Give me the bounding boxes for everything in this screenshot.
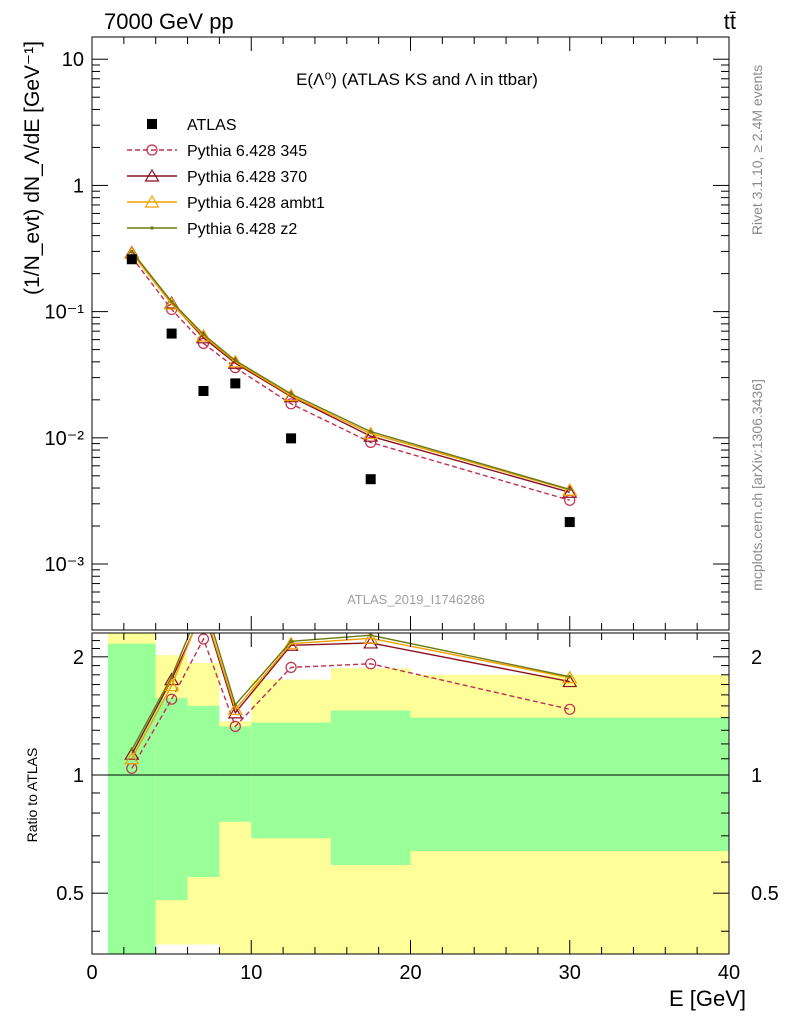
ratio-3-point-6 (568, 675, 572, 679)
series-3-point-4 (289, 392, 293, 396)
series-0-point-5 (365, 436, 377, 448)
series-3-point-3 (233, 358, 237, 363)
legend-label-4: Pythia 6.428 z2 (187, 221, 297, 238)
ratio-2-point-4 (283, 636, 299, 650)
ratio-2-point-0 (124, 751, 140, 765)
ratio-1-point-3 (227, 705, 243, 719)
data-point-0 (126, 254, 137, 265)
ratio-layer (124, 633, 578, 774)
ratio-0-point-2 (197, 633, 210, 645)
y-tick-label-4: 10⁻³ (45, 554, 85, 576)
band-green-5 (330, 710, 411, 865)
ratio-1-point-6 (562, 674, 578, 688)
band-green-4 (251, 722, 331, 839)
ratio-tick-label-left-2: 2 (73, 647, 84, 669)
ratio-line-2 (131, 633, 570, 760)
y-tick-label-2: 10⁻¹ (45, 302, 85, 324)
series-line-0 (131, 256, 570, 501)
axis-ticks (91, 37, 730, 954)
header-right-label: tt̄ (724, 9, 736, 34)
series-3-point-2 (201, 332, 206, 336)
data-point-3 (230, 378, 241, 389)
band-green-3 (219, 726, 252, 822)
data-point-4 (286, 433, 297, 444)
tick-labels: 0 10 20 30 40 10 1 10⁻¹ 10⁻² 10⁻³ 0.5 0.5 1 1 2 2 (45, 49, 779, 984)
ratio-1-point-5 (363, 635, 379, 649)
ratio-0-point-5 (365, 658, 377, 670)
legend: ATLAS Pythia 6.428 345 Pythia 6.428 370 Pyt… (127, 117, 325, 238)
ratio-0-point-4 (285, 661, 297, 673)
x-tick-label-2: 20 (399, 962, 421, 984)
series-layer (124, 245, 578, 528)
ratio-0-point-1 (166, 693, 178, 705)
series-2-point-3 (227, 354, 243, 368)
data-point-5 (365, 474, 376, 485)
series-2-point-2 (195, 328, 212, 342)
header-left-label: 7000 GeV pp (104, 9, 234, 34)
legend-marker-0 (147, 119, 157, 129)
ratio-2-point-5 (363, 633, 379, 644)
ratio-0-point-3 (229, 720, 241, 732)
band-green-6 (410, 717, 729, 852)
x-tick-label-0: 0 (86, 962, 97, 984)
data-point-6 (564, 517, 575, 528)
legend-label-0: ATLAS (187, 117, 237, 134)
ratio-3-point-4 (289, 639, 293, 643)
band-green-2 (187, 705, 220, 877)
ratio-3-point-3 (233, 703, 237, 707)
series-3-point-6 (568, 487, 572, 492)
x-tick-label-3: 30 (559, 962, 581, 984)
source-text: mcplots.cern.ch [arXiv:1306.3436] (749, 379, 765, 591)
series-3-point-5 (369, 430, 373, 434)
legend-marker-2 (144, 168, 160, 182)
series-2-point-1 (164, 296, 180, 310)
y-axis-label: (1/N_evt) dN_Λ/dE [GeV⁻¹] (21, 41, 44, 295)
y-tick-label-1: 1 (73, 175, 84, 197)
ratio-3-point-1 (170, 675, 174, 679)
y-tick-label-0: 10 (62, 49, 84, 71)
ratio-line-0 (131, 637, 570, 769)
ratio-axis-label: Ratio to ATLAS (24, 748, 40, 843)
series-2-point-6 (562, 482, 578, 496)
ratio-3-point-5 (369, 633, 373, 637)
chart-title: E(Λ⁰) (ATLAS KS and Λ in ttbar) (296, 70, 538, 89)
ratio-tick-label-left-1: 1 (73, 765, 84, 787)
series-3-point-1 (170, 300, 174, 304)
band-green-1 (155, 698, 188, 901)
data-point-1 (166, 328, 177, 339)
ratio-0-point-6 (564, 703, 576, 715)
legend-label-2: Pythia 6.428 370 (187, 169, 307, 186)
series-1-point-5 (363, 429, 379, 442)
series-line-1 (131, 252, 570, 493)
x-tick-label-1: 10 (240, 962, 262, 984)
rivet-version-text: Rivet 3.1.10, ≥ 2.4M events (749, 65, 765, 235)
uncertainty-bands (107, 633, 729, 954)
ratio-tick-label-right-2: 2 (751, 647, 762, 669)
series-line-2 (131, 252, 570, 491)
legend-label-1: Pythia 6.428 345 (187, 143, 307, 160)
ratio-2-point-1 (164, 678, 180, 692)
legend-marker-4 (150, 226, 154, 230)
band-green-0 (107, 643, 156, 954)
ratio-3-point-0 (130, 748, 134, 752)
legend-marker-3 (144, 194, 160, 208)
series-1-point-6 (562, 485, 578, 498)
data-point-2 (198, 385, 209, 396)
x-tick-label-4: 40 (718, 962, 740, 984)
ratio-2-point-3 (227, 702, 243, 715)
y-tick-label-3: 10⁻² (45, 428, 85, 450)
ratio-tick-label-left-0: 0.5 (56, 883, 84, 905)
series-3-point-0 (130, 249, 134, 254)
ratio-tick-label-right-0: 0.5 (751, 883, 779, 905)
x-axis-label: E [GeV] (669, 986, 746, 1011)
series-0-point-4 (285, 398, 297, 410)
legend-label-3: Pythia 6.428 ambt1 (187, 195, 325, 212)
ratio-2-point-6 (562, 670, 578, 684)
series-line-3 (131, 250, 570, 491)
analysis-id: ATLAS_2019_I1746286 (347, 592, 485, 607)
legend-marker-1 (146, 144, 158, 156)
ratio-tick-label-right-1: 1 (751, 765, 762, 787)
